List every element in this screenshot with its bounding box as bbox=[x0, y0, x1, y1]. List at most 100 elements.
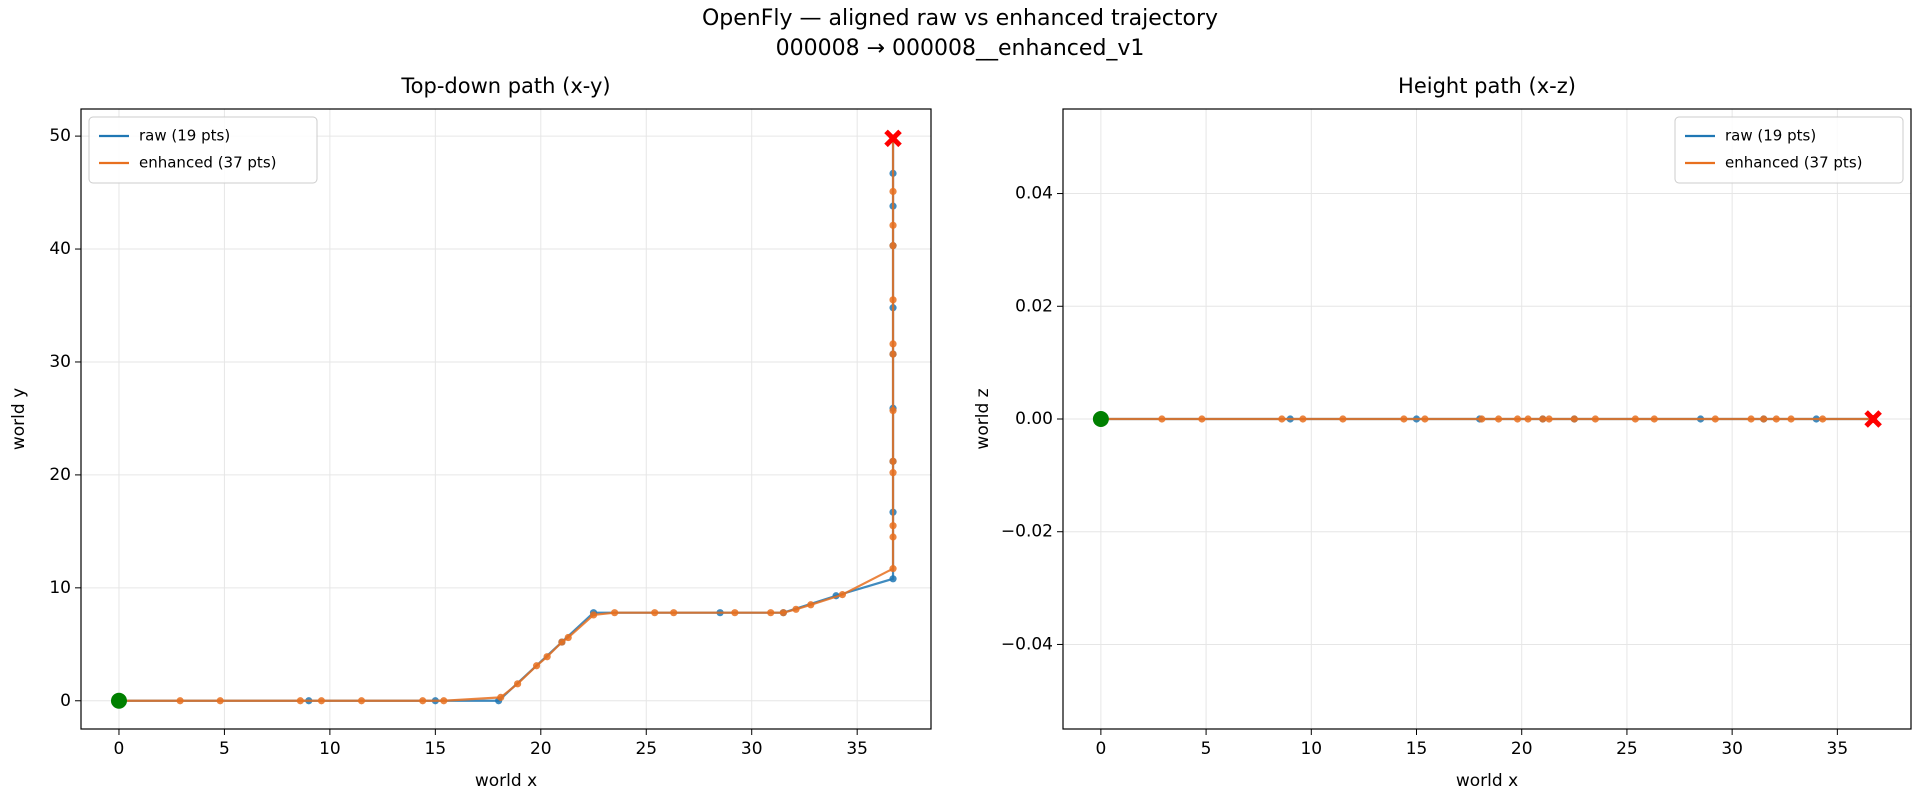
data-point bbox=[532, 662, 541, 670]
data-point bbox=[889, 522, 897, 530]
x-axis-label: world x bbox=[475, 771, 537, 791]
data-point bbox=[419, 697, 427, 705]
data-point bbox=[670, 609, 678, 617]
data-point bbox=[317, 697, 326, 705]
data-point bbox=[1539, 415, 1547, 423]
data-point bbox=[889, 469, 897, 477]
data-point bbox=[651, 609, 659, 617]
data-point bbox=[807, 601, 815, 609]
data-point bbox=[1772, 415, 1780, 423]
plot-frame bbox=[80, 108, 932, 730]
y-tick-label: 0.04 bbox=[1015, 184, 1053, 204]
y-tick-label: 10 bbox=[49, 578, 71, 598]
end-marker bbox=[1864, 410, 1882, 428]
legend: raw (19 pts) enhanced (37 pts) bbox=[88, 116, 318, 184]
data-point bbox=[1545, 415, 1553, 423]
legend-box bbox=[1674, 116, 1904, 184]
data-point bbox=[558, 638, 566, 646]
start-marker bbox=[1092, 411, 1109, 427]
data-point bbox=[1760, 415, 1768, 423]
y-tick-label: −0.04 bbox=[1001, 634, 1053, 654]
x-tick-label: 10 bbox=[1300, 739, 1322, 759]
y-tick-label: 30 bbox=[49, 352, 71, 372]
y-tick-label: 0 bbox=[60, 691, 71, 711]
data-point bbox=[889, 296, 897, 304]
data-point bbox=[889, 221, 897, 229]
data-point bbox=[1747, 415, 1755, 423]
data-point bbox=[176, 697, 184, 705]
y-axis-label: world y bbox=[9, 388, 29, 450]
data-point bbox=[779, 609, 787, 617]
data-point bbox=[1494, 415, 1503, 423]
legend-label: enhanced (37 pts) bbox=[1725, 154, 1862, 172]
x-tick-label: 20 bbox=[530, 739, 552, 759]
data-point bbox=[1711, 415, 1719, 423]
data-point bbox=[611, 609, 619, 617]
data-point bbox=[1650, 415, 1658, 423]
data-point bbox=[1158, 415, 1166, 423]
data-point bbox=[889, 533, 897, 541]
plot-frame bbox=[1062, 108, 1912, 730]
data-point bbox=[1513, 415, 1522, 423]
data-point bbox=[1787, 415, 1795, 423]
data-point bbox=[1421, 415, 1429, 423]
x-tick-label: 35 bbox=[846, 739, 868, 759]
y-axis-label: world z bbox=[973, 388, 993, 449]
data-point bbox=[440, 697, 448, 705]
x-tick-label: 5 bbox=[219, 739, 230, 759]
data-point bbox=[1299, 415, 1307, 423]
data-point bbox=[889, 565, 897, 573]
x-axis-label: world x bbox=[1456, 771, 1518, 791]
start-marker bbox=[110, 692, 127, 709]
data-point bbox=[497, 693, 505, 701]
data-point bbox=[1339, 415, 1347, 423]
data-point bbox=[1278, 415, 1286, 423]
data-point bbox=[589, 611, 598, 619]
data-point bbox=[216, 697, 224, 705]
data-point bbox=[889, 457, 897, 465]
data-point bbox=[1400, 415, 1408, 423]
data-point bbox=[1198, 415, 1206, 423]
data-point bbox=[889, 575, 897, 583]
legend-label: raw (19 pts) bbox=[139, 127, 230, 145]
data-point bbox=[792, 605, 800, 613]
figure-title: OpenFly — aligned raw vs enhanced trajec… bbox=[702, 6, 1218, 31]
y-tick-label: −0.02 bbox=[1001, 522, 1053, 542]
data-point bbox=[1631, 415, 1639, 423]
x-tick-label: 0 bbox=[114, 739, 125, 759]
data-point bbox=[564, 633, 572, 642]
y-tick-label: 0.02 bbox=[1015, 296, 1053, 316]
data-point bbox=[889, 187, 897, 196]
data-point bbox=[889, 406, 897, 415]
data-point bbox=[767, 609, 775, 617]
data-point bbox=[1478, 415, 1486, 423]
legend-label: enhanced (37 pts) bbox=[139, 154, 276, 172]
x-tick-label: 20 bbox=[1511, 739, 1533, 759]
figure-subtitle: 000008 → 000008__enhanced_v1 bbox=[776, 36, 1145, 61]
x-tick-label: 10 bbox=[319, 739, 341, 759]
data-point bbox=[543, 653, 551, 661]
x-tick-label: 35 bbox=[1827, 739, 1849, 759]
data-point bbox=[838, 591, 847, 599]
y-tick-label: 0.00 bbox=[1015, 409, 1053, 429]
data-point bbox=[731, 609, 739, 617]
x-tick-label: 5 bbox=[1201, 739, 1212, 759]
data-point bbox=[1570, 415, 1578, 423]
data-point bbox=[889, 340, 897, 348]
y-tick-label: 40 bbox=[49, 239, 71, 259]
chart-title: Top-down path (x-y) bbox=[400, 74, 610, 98]
x-tick-label: 15 bbox=[425, 739, 447, 759]
data-point bbox=[1524, 415, 1532, 423]
y-tick-label: 50 bbox=[49, 126, 71, 146]
x-tick-label: 25 bbox=[1616, 739, 1638, 759]
x-tick-label: 30 bbox=[1721, 739, 1743, 759]
legend: raw (19 pts) enhanced (37 pts) bbox=[1674, 116, 1904, 184]
data-point bbox=[1819, 415, 1827, 423]
end-marker bbox=[884, 129, 902, 148]
data-point bbox=[357, 697, 366, 705]
data-point bbox=[889, 350, 897, 358]
legend-label: raw (19 pts) bbox=[1725, 127, 1816, 145]
x-tick-label: 0 bbox=[1095, 739, 1106, 759]
